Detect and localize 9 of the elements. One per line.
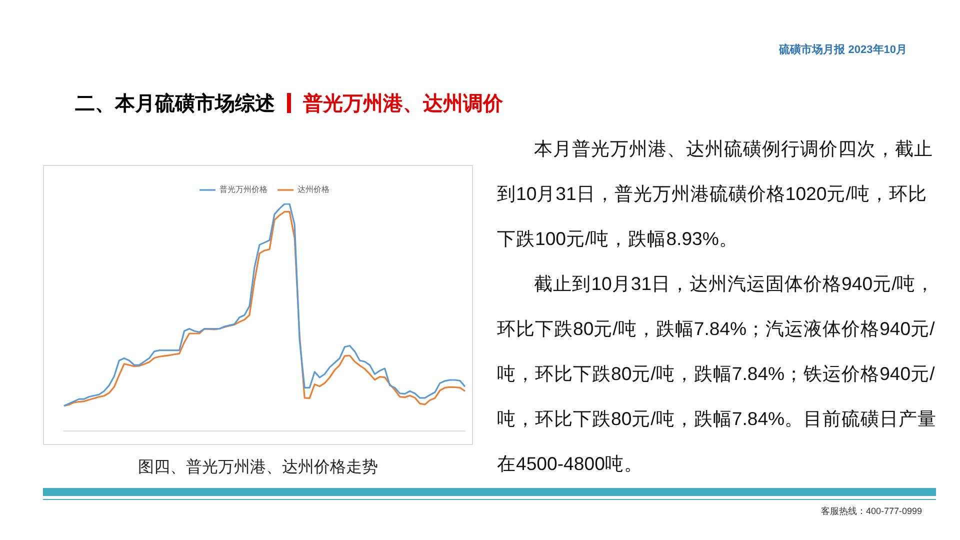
text: 本月普光万州港、达州硫磺例行调价四次，截止到10月31日，普光万州港硫磺价格1020元/吨，环比下跌100元/吨，跌幅8.93%。 [497,138,934,249]
legend-label: 达州价格 [298,185,330,194]
legend-label: 普光万州价格 [220,185,268,194]
chart-title: 二、本月硫磺市场综述 [75,92,275,116]
chart-subtitle: 普光万州港、达州调价 [303,91,503,116]
text: 硫磺市场月报 2023年10月 [779,42,907,57]
text: 截止到10月31日，达州汽运固体价格940元/吨，环比下跌80元/吨，跌幅7.84%；汽运液体价格940元/吨，环比下跌80元/吨，跌幅7.84%；铁运价格940元/吨，环比下跌80元/吨，跌幅7.84%。目前硫磺日产量在4500-4800吨。 [497,273,937,474]
text: 图四、普光万州港、达州价格走势 [137,457,379,478]
text: 客服热线：400-777-0999 [820,505,922,518]
